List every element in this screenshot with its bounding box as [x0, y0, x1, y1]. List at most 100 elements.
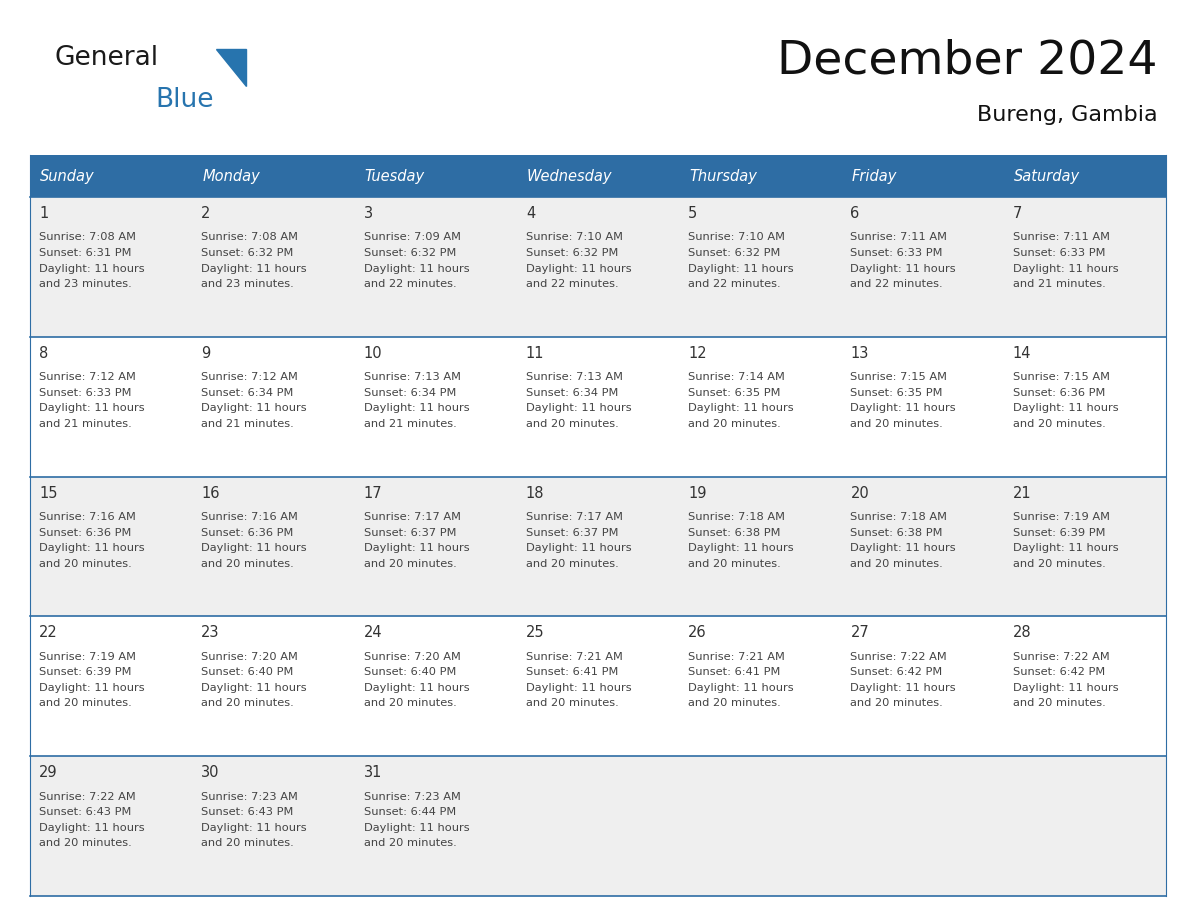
Text: 17: 17 — [364, 486, 383, 500]
Text: Sunset: 6:32 PM: Sunset: 6:32 PM — [201, 248, 293, 258]
Text: Sunrise: 7:13 AM: Sunrise: 7:13 AM — [364, 373, 461, 382]
Text: and 20 minutes.: and 20 minutes. — [1012, 699, 1106, 709]
Text: Sunrise: 7:10 AM: Sunrise: 7:10 AM — [688, 232, 785, 242]
Bar — [30, 616, 192, 756]
Text: 29: 29 — [39, 766, 58, 780]
Bar — [680, 197, 841, 337]
Bar — [1004, 616, 1165, 756]
Bar — [841, 197, 1004, 337]
Bar — [680, 155, 841, 197]
Text: Sunset: 6:42 PM: Sunset: 6:42 PM — [851, 667, 943, 677]
Bar — [192, 197, 354, 337]
Text: Sunset: 6:36 PM: Sunset: 6:36 PM — [1012, 387, 1105, 397]
Text: Sunset: 6:36 PM: Sunset: 6:36 PM — [39, 528, 132, 538]
Text: and 20 minutes.: and 20 minutes. — [39, 699, 132, 709]
Text: and 20 minutes.: and 20 minutes. — [688, 419, 781, 429]
Text: Tuesday: Tuesday — [365, 169, 424, 184]
Text: Daylight: 11 hours: Daylight: 11 hours — [364, 683, 469, 693]
Text: Sunrise: 7:08 AM: Sunrise: 7:08 AM — [201, 232, 298, 242]
Text: Daylight: 11 hours: Daylight: 11 hours — [1012, 543, 1118, 554]
Text: Bureng, Gambia: Bureng, Gambia — [978, 105, 1158, 125]
Text: Daylight: 11 hours: Daylight: 11 hours — [201, 263, 307, 274]
Text: 19: 19 — [688, 486, 707, 500]
Text: and 20 minutes.: and 20 minutes. — [201, 558, 295, 568]
Text: Sunset: 6:35 PM: Sunset: 6:35 PM — [688, 387, 781, 397]
Bar — [30, 337, 192, 476]
Text: Daylight: 11 hours: Daylight: 11 hours — [39, 823, 145, 833]
Text: and 20 minutes.: and 20 minutes. — [364, 558, 456, 568]
Bar — [1004, 155, 1165, 197]
Text: 11: 11 — [526, 346, 544, 361]
Bar — [1004, 197, 1165, 337]
Text: Sunrise: 7:13 AM: Sunrise: 7:13 AM — [526, 373, 623, 382]
Bar — [354, 476, 517, 616]
Text: Sunset: 6:38 PM: Sunset: 6:38 PM — [688, 528, 781, 538]
Text: 28: 28 — [1012, 625, 1031, 641]
Text: 26: 26 — [688, 625, 707, 641]
Text: Sunrise: 7:12 AM: Sunrise: 7:12 AM — [39, 373, 135, 382]
Text: Sunset: 6:40 PM: Sunset: 6:40 PM — [201, 667, 293, 677]
Text: Daylight: 11 hours: Daylight: 11 hours — [201, 823, 307, 833]
Text: Sunrise: 7:11 AM: Sunrise: 7:11 AM — [1012, 232, 1110, 242]
Text: Sunrise: 7:19 AM: Sunrise: 7:19 AM — [39, 652, 135, 662]
Text: Sunrise: 7:15 AM: Sunrise: 7:15 AM — [851, 373, 947, 382]
Text: Thursday: Thursday — [689, 169, 757, 184]
Text: Sunrise: 7:16 AM: Sunrise: 7:16 AM — [201, 512, 298, 522]
Text: Daylight: 11 hours: Daylight: 11 hours — [364, 543, 469, 554]
Bar — [354, 337, 517, 476]
Text: Sunrise: 7:08 AM: Sunrise: 7:08 AM — [39, 232, 135, 242]
Text: 9: 9 — [201, 346, 210, 361]
Text: 8: 8 — [39, 346, 49, 361]
Text: Sunset: 6:32 PM: Sunset: 6:32 PM — [688, 248, 781, 258]
Bar — [517, 476, 680, 616]
Text: 27: 27 — [851, 625, 870, 641]
Text: Sunrise: 7:22 AM: Sunrise: 7:22 AM — [851, 652, 947, 662]
Text: Sunrise: 7:18 AM: Sunrise: 7:18 AM — [851, 512, 947, 522]
Text: Daylight: 11 hours: Daylight: 11 hours — [39, 263, 145, 274]
Text: Daylight: 11 hours: Daylight: 11 hours — [526, 403, 632, 413]
Text: Sunrise: 7:15 AM: Sunrise: 7:15 AM — [1012, 373, 1110, 382]
Text: Daylight: 11 hours: Daylight: 11 hours — [201, 543, 307, 554]
Text: and 20 minutes.: and 20 minutes. — [364, 699, 456, 709]
Bar — [1004, 476, 1165, 616]
Text: and 22 minutes.: and 22 minutes. — [526, 279, 619, 289]
Text: Sunrise: 7:17 AM: Sunrise: 7:17 AM — [364, 512, 461, 522]
Bar — [30, 476, 192, 616]
Text: and 20 minutes.: and 20 minutes. — [364, 838, 456, 848]
Text: Sunset: 6:43 PM: Sunset: 6:43 PM — [201, 807, 293, 817]
Text: Daylight: 11 hours: Daylight: 11 hours — [364, 823, 469, 833]
Bar — [354, 197, 517, 337]
Text: Sunset: 6:35 PM: Sunset: 6:35 PM — [851, 387, 943, 397]
Bar — [354, 155, 517, 197]
Text: and 20 minutes.: and 20 minutes. — [1012, 558, 1106, 568]
Text: Daylight: 11 hours: Daylight: 11 hours — [39, 683, 145, 693]
Bar — [192, 155, 354, 197]
Text: 6: 6 — [851, 206, 860, 221]
Text: 23: 23 — [201, 625, 220, 641]
Text: Daylight: 11 hours: Daylight: 11 hours — [1012, 683, 1118, 693]
Text: and 20 minutes.: and 20 minutes. — [851, 699, 943, 709]
Text: 13: 13 — [851, 346, 868, 361]
Text: Sunset: 6:37 PM: Sunset: 6:37 PM — [364, 528, 456, 538]
Text: and 20 minutes.: and 20 minutes. — [39, 558, 132, 568]
Text: 7: 7 — [1012, 206, 1022, 221]
Text: Sunset: 6:33 PM: Sunset: 6:33 PM — [39, 387, 132, 397]
Text: 30: 30 — [201, 766, 220, 780]
Text: Sunset: 6:37 PM: Sunset: 6:37 PM — [526, 528, 619, 538]
Text: and 20 minutes.: and 20 minutes. — [688, 558, 781, 568]
Text: Sunset: 6:34 PM: Sunset: 6:34 PM — [201, 387, 293, 397]
Text: Daylight: 11 hours: Daylight: 11 hours — [526, 543, 632, 554]
Text: Sunrise: 7:12 AM: Sunrise: 7:12 AM — [201, 373, 298, 382]
Text: Sunrise: 7:23 AM: Sunrise: 7:23 AM — [364, 791, 461, 801]
Text: 4: 4 — [526, 206, 535, 221]
Bar — [517, 616, 680, 756]
Text: Sunrise: 7:23 AM: Sunrise: 7:23 AM — [201, 791, 298, 801]
Text: Sunset: 6:34 PM: Sunset: 6:34 PM — [364, 387, 456, 397]
Bar — [192, 476, 354, 616]
Text: Sunset: 6:42 PM: Sunset: 6:42 PM — [1012, 667, 1105, 677]
Text: 10: 10 — [364, 346, 383, 361]
Text: Sunset: 6:41 PM: Sunset: 6:41 PM — [526, 667, 618, 677]
Text: 5: 5 — [688, 206, 697, 221]
Bar — [841, 476, 1004, 616]
Bar — [1004, 337, 1165, 476]
